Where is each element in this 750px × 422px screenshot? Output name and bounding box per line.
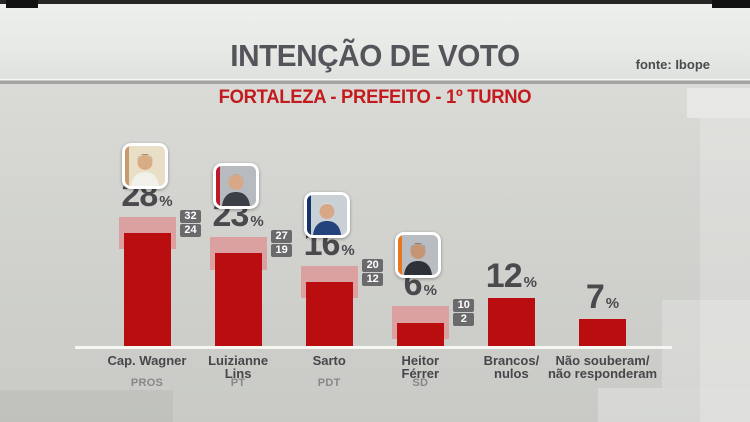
candidate-name-line: nulos bbox=[494, 366, 529, 381]
party-accent-stripe bbox=[307, 194, 312, 235]
candidate-photo bbox=[122, 142, 168, 189]
vote-bar bbox=[487, 298, 535, 347]
candidate-name-line: Sarto bbox=[312, 353, 346, 368]
top-right-frame-mark bbox=[712, 0, 750, 8]
range-low-box: 12 bbox=[362, 272, 384, 286]
candidate-name-line: não responderam bbox=[547, 366, 658, 381]
candidate-name-line: Brancos/ bbox=[483, 353, 540, 368]
background-block bbox=[700, 118, 750, 422]
percent-sign: % bbox=[605, 294, 620, 312]
percent-sign: % bbox=[159, 192, 173, 210]
top-frame-strip bbox=[0, 0, 750, 4]
party-accent-stripe bbox=[216, 166, 221, 207]
party-accent-stripe bbox=[398, 235, 403, 276]
candidate-name-line: Luizianne bbox=[208, 353, 269, 368]
percent-sign: % bbox=[341, 241, 355, 259]
person-avatar-icon bbox=[125, 145, 165, 186]
axis-baseline bbox=[75, 346, 672, 349]
person-avatar-icon bbox=[216, 166, 257, 207]
background-block bbox=[598, 388, 750, 422]
range-low-box: 2 bbox=[453, 313, 475, 327]
vote-bar bbox=[305, 281, 353, 347]
background-block bbox=[687, 88, 750, 118]
candidate-photo bbox=[304, 191, 351, 238]
percent-sign: % bbox=[423, 282, 437, 300]
candidate-name-line: Lins bbox=[224, 366, 252, 381]
value-label: 12% bbox=[451, 258, 571, 294]
candidate-name: Luizianne Lins bbox=[158, 354, 318, 380]
value-label: 7% bbox=[543, 279, 663, 315]
value-number: 7 bbox=[585, 277, 605, 316]
candidate-name: Não souberam/não responderam bbox=[523, 354, 683, 380]
person-avatar-icon bbox=[398, 235, 439, 276]
percent-sign: % bbox=[523, 274, 537, 292]
range-low-box: 19 bbox=[271, 244, 293, 258]
range-high-box: 27 bbox=[271, 230, 293, 244]
range-low-box: 24 bbox=[180, 223, 201, 237]
party-label: SD bbox=[412, 377, 429, 389]
header-divider bbox=[0, 79, 750, 84]
range-high-box: 32 bbox=[180, 209, 201, 223]
top-left-frame-mark bbox=[6, 0, 38, 8]
source-credit: fonte: Ibope bbox=[635, 57, 710, 72]
background-block bbox=[0, 390, 173, 422]
candidate-name: Brancos/nulos bbox=[431, 354, 591, 380]
vote-bar bbox=[214, 253, 262, 347]
candidate-name-line: Cap. Wagner bbox=[107, 353, 187, 368]
range-high-box: 10 bbox=[453, 299, 475, 313]
party-accent-stripe bbox=[125, 145, 129, 186]
vote-bar bbox=[123, 233, 171, 347]
candidate-name-line: Heitor bbox=[401, 353, 440, 368]
candidate-name: Cap. Wagner bbox=[67, 354, 227, 367]
range-high-box: 20 bbox=[362, 258, 384, 272]
vote-bar bbox=[579, 318, 626, 347]
candidate-name: Heitor Férrer bbox=[340, 354, 500, 380]
candidate-photo bbox=[395, 232, 442, 279]
header-band bbox=[0, 4, 750, 80]
percent-sign: % bbox=[250, 213, 264, 231]
chart-subtitle: FORTALEZA - PREFEITO - 1º TURNO bbox=[218, 87, 532, 108]
page-title: INTENÇÃO DE VOTO bbox=[230, 38, 520, 73]
background-block bbox=[662, 300, 750, 388]
value-number: 12 bbox=[485, 257, 523, 296]
party-label: PT bbox=[230, 377, 246, 389]
candidate-name-line: Não souberam/ bbox=[555, 353, 650, 368]
candidate-name-line: Férrer bbox=[401, 366, 440, 381]
party-label: PROS bbox=[130, 377, 164, 389]
candidate-photo bbox=[213, 163, 260, 210]
party-label: PDT bbox=[317, 377, 341, 389]
person-avatar-icon bbox=[307, 194, 348, 235]
vote-bar bbox=[396, 322, 444, 347]
candidate-name: Sarto bbox=[249, 354, 409, 367]
